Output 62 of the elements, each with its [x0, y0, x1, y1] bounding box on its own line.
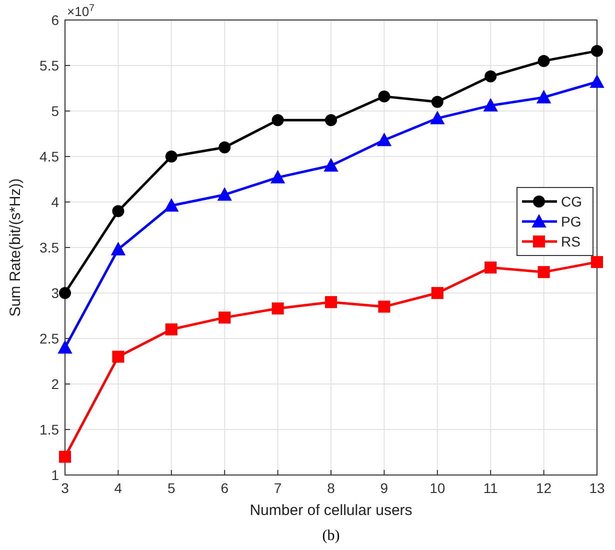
point: [431, 96, 444, 108]
point: [111, 242, 126, 256]
x-tick-label: 5: [168, 480, 176, 496]
point: [484, 262, 497, 274]
point: [591, 44, 603, 57]
y-tick-label: 4.5: [40, 148, 60, 164]
x-tick-label: 9: [380, 480, 388, 496]
point: [538, 266, 550, 278]
y-tick-label: 2: [51, 376, 60, 392]
point: [590, 74, 604, 88]
point: [378, 300, 390, 313]
x-tick-label: 11: [483, 480, 498, 496]
x-tick-label: 8: [327, 480, 336, 496]
point: [165, 150, 178, 162]
point: [270, 170, 285, 184]
x-tick-label: 4: [114, 480, 122, 496]
y-tick-label: 6: [51, 12, 60, 28]
y-tick-label: 1: [51, 467, 60, 483]
point: [272, 114, 284, 126]
point: [218, 188, 232, 201]
point: [484, 98, 498, 112]
y-axis-title: Sum Rate(bit/(s*Hz)): [7, 178, 24, 317]
legend-label: CG: [561, 194, 582, 210]
x-tick-label: 12: [536, 480, 552, 496]
point: [431, 287, 444, 299]
y-tick-label: 4: [51, 194, 60, 210]
legend-label: RS: [561, 234, 580, 250]
x-tick-label: 6: [220, 480, 229, 496]
legend-label: PG: [561, 214, 582, 230]
x-tick-label: 3: [61, 480, 70, 496]
x-tick-label: 10: [430, 480, 446, 496]
x-tick-label: 13: [589, 480, 605, 496]
point: [325, 114, 337, 126]
point: [377, 133, 392, 146]
point: [591, 256, 603, 268]
y-tick-label: 2.5: [40, 330, 60, 346]
point: [58, 340, 72, 354]
y-tick-label: 3: [51, 285, 60, 301]
point: [59, 287, 71, 299]
point: [112, 205, 124, 218]
point: [324, 158, 338, 172]
point: [538, 54, 550, 67]
point: [165, 323, 178, 336]
point: [536, 90, 551, 104]
x-axis-title: Number of cellular users: [250, 502, 412, 519]
point: [164, 198, 178, 212]
point: [59, 450, 71, 463]
point: [272, 302, 284, 314]
y-tick-label: 5: [51, 103, 60, 119]
y-tick-label: 1.5: [40, 422, 60, 438]
point: [218, 312, 231, 324]
point: [430, 111, 444, 124]
y-tick-label: 5.5: [40, 58, 60, 74]
y-tick-label: 3.5: [40, 240, 60, 256]
point: [325, 296, 337, 308]
text: (b): [322, 528, 340, 544]
point: [378, 90, 390, 102]
point: [218, 141, 231, 154]
point: [484, 70, 497, 82]
text: ×10$^{7}$: [67, 2, 94, 19]
x-tick-label: 7: [274, 480, 282, 496]
point: [112, 350, 124, 363]
